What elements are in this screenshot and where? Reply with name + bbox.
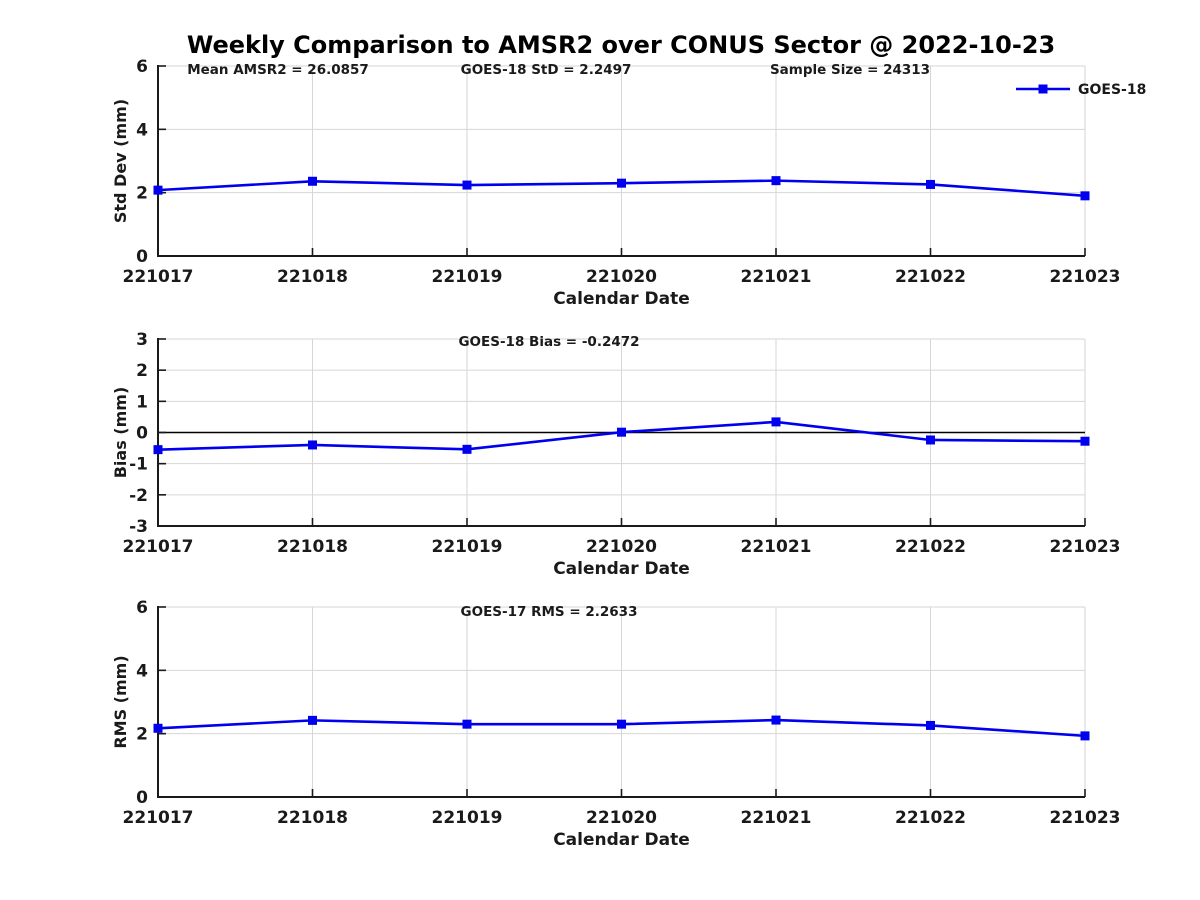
data-point-marker xyxy=(153,445,163,455)
x-tick-label: 221023 xyxy=(1050,808,1121,828)
x-tick-label: 221021 xyxy=(741,808,812,828)
y-tick-label: 0 xyxy=(136,424,148,444)
data-point-marker xyxy=(153,723,163,733)
data-point-marker xyxy=(462,180,472,190)
figure-title: Weekly Comparison to AMSR2 over CONUS Se… xyxy=(186,31,1056,59)
x-tick-label: 221020 xyxy=(586,267,657,287)
data-point-marker xyxy=(153,185,163,195)
data-point-marker xyxy=(926,179,935,189)
data-point-marker xyxy=(617,719,626,729)
data-point-marker xyxy=(617,427,626,437)
annotation-text: GOES-17 RMS = 2.2633 xyxy=(461,604,638,620)
x-tick-label: 221017 xyxy=(123,808,194,828)
data-point-marker xyxy=(926,720,935,730)
data-point-marker xyxy=(771,176,781,186)
y-tick-label: 4 xyxy=(136,661,148,681)
y-tick-label: -2 xyxy=(129,486,148,506)
x-axis-label: Calendar Date xyxy=(553,559,690,579)
annotation-text: GOES-18 Bias = -0.2472 xyxy=(458,334,639,350)
y-tick-label: 2 xyxy=(136,725,148,745)
y-axis-label: Std Dev (mm) xyxy=(111,99,130,223)
data-point-marker xyxy=(617,178,626,188)
x-tick-label: 221018 xyxy=(277,267,348,287)
data-point-marker xyxy=(771,417,781,427)
y-axis-label: Bias (mm) xyxy=(111,387,130,479)
data-point-marker xyxy=(771,715,781,725)
x-tick-label: 221018 xyxy=(277,808,348,828)
y-tick-label: 4 xyxy=(136,120,148,140)
x-tick-label: 221023 xyxy=(1050,267,1121,287)
legend-marker-icon xyxy=(1038,84,1048,94)
y-tick-label: 6 xyxy=(136,57,148,77)
data-point-marker xyxy=(308,715,317,725)
x-axis-label: Calendar Date xyxy=(553,830,690,850)
legend-label: GOES-18 xyxy=(1078,82,1146,98)
x-tick-label: 221017 xyxy=(123,537,194,557)
y-tick-label: 0 xyxy=(136,247,148,267)
data-point-marker xyxy=(308,440,317,450)
x-tick-label: 221022 xyxy=(895,808,966,828)
data-point-marker xyxy=(1080,436,1090,446)
y-tick-label: 2 xyxy=(136,361,148,381)
annotation-text: Mean AMSR2 = 26.0857 xyxy=(187,62,369,78)
y-tick-label: 3 xyxy=(136,330,148,350)
y-tick-label: 0 xyxy=(136,788,148,808)
x-tick-label: 221020 xyxy=(586,808,657,828)
x-tick-label: 221018 xyxy=(277,537,348,557)
data-point-marker xyxy=(1080,191,1090,201)
data-point-marker xyxy=(462,719,472,729)
data-point-marker xyxy=(926,435,935,445)
x-tick-label: 221021 xyxy=(741,537,812,557)
x-tick-label: 221019 xyxy=(432,537,503,557)
x-tick-label: 221021 xyxy=(741,267,812,287)
y-tick-label: 1 xyxy=(136,392,148,412)
data-point-marker xyxy=(462,444,472,454)
annotation-text: Sample Size = 24313 xyxy=(770,62,930,78)
x-tick-label: 221023 xyxy=(1050,537,1121,557)
x-tick-label: 221022 xyxy=(895,267,966,287)
x-axis-label: Calendar Date xyxy=(553,289,690,309)
data-point-marker xyxy=(1080,731,1090,741)
x-tick-label: 221019 xyxy=(432,808,503,828)
data-point-marker xyxy=(308,176,317,186)
x-tick-label: 221022 xyxy=(895,537,966,557)
x-tick-label: 221017 xyxy=(123,267,194,287)
y-axis-label: RMS (mm) xyxy=(111,655,130,748)
y-tick-label: -1 xyxy=(129,455,148,475)
annotation-text: GOES-18 StD = 2.2497 xyxy=(461,62,632,78)
x-tick-label: 221019 xyxy=(432,267,503,287)
x-tick-label: 221020 xyxy=(586,537,657,557)
y-tick-label: -3 xyxy=(129,517,148,537)
y-tick-label: 6 xyxy=(136,598,148,618)
y-tick-label: 2 xyxy=(136,184,148,204)
